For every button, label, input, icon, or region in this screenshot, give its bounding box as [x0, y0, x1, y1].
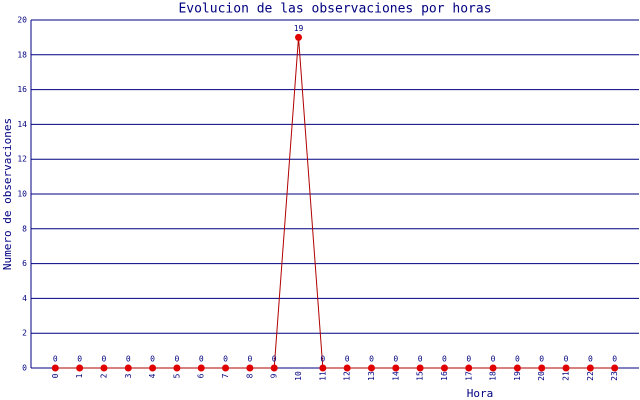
y-tick-label: 0 — [22, 364, 27, 373]
data-label: 0 — [515, 355, 520, 364]
marker — [270, 364, 278, 372]
marker — [295, 33, 303, 41]
marker — [197, 364, 205, 372]
x-tick-label: 14 — [391, 371, 400, 381]
data-label: 0 — [126, 355, 131, 364]
data-label: 0 — [175, 355, 180, 364]
data-label: 0 — [102, 355, 107, 364]
x-tick-label: 17 — [464, 371, 473, 381]
x-tick-label: 20 — [537, 371, 546, 381]
marker — [100, 364, 108, 372]
marker — [173, 364, 181, 372]
marker — [124, 364, 132, 372]
marker — [611, 364, 619, 372]
x-tick-label: 6 — [197, 373, 206, 378]
marker — [465, 364, 473, 372]
x-tick-label: 0 — [51, 373, 60, 378]
y-tick-label: 18 — [17, 50, 27, 59]
data-label: 0 — [150, 355, 155, 364]
marker — [319, 364, 327, 372]
data-label: 0 — [564, 355, 569, 364]
x-tick-label: 19 — [513, 371, 522, 381]
data-label: 0 — [393, 355, 398, 364]
x-tick-label: 3 — [124, 373, 133, 378]
data-label: 0 — [466, 355, 471, 364]
data-label: 0 — [369, 355, 374, 364]
y-tick-label: 6 — [22, 259, 27, 268]
data-label: 0 — [272, 355, 277, 364]
x-tick-label: 16 — [440, 371, 449, 381]
data-label: 0 — [345, 355, 350, 364]
x-tick-label: 2 — [99, 373, 108, 378]
data-label: 0 — [442, 355, 447, 364]
y-axis-label: Numero de observaciones — [1, 118, 14, 270]
x-tick-label: 13 — [367, 371, 376, 381]
marker — [51, 364, 59, 372]
data-label: 0 — [199, 355, 204, 364]
x-tick-label: 18 — [489, 371, 498, 381]
chart-title: Evolucion de las observaciones por horas — [178, 2, 491, 17]
x-tick-label: 15 — [416, 371, 425, 381]
marker — [489, 364, 497, 372]
marker — [538, 364, 546, 372]
marker — [586, 364, 594, 372]
x-tick-label: 23 — [610, 371, 619, 381]
data-label: 0 — [53, 355, 58, 364]
x-tick-label: 11 — [318, 371, 327, 381]
y-tick-label: 10 — [17, 190, 27, 199]
y-tick-label: 20 — [17, 16, 27, 25]
marker — [416, 364, 424, 372]
y-tick-label: 4 — [22, 294, 27, 303]
data-label: 0 — [612, 355, 617, 364]
x-axis-label: Hora — [467, 387, 494, 400]
x-tick-label: 22 — [586, 371, 595, 381]
x-tick-label: 21 — [562, 371, 571, 381]
data-label: 0 — [77, 355, 82, 364]
data-label: 0 — [320, 355, 325, 364]
marker — [222, 364, 230, 372]
x-tick-label: 5 — [172, 373, 181, 378]
y-tick-label: 14 — [17, 120, 27, 129]
marker — [562, 364, 570, 372]
y-tick-label: 16 — [17, 85, 27, 94]
x-tick-label: 7 — [221, 373, 230, 378]
x-tick-label: 12 — [343, 371, 352, 381]
line — [55, 37, 615, 369]
y-tick-label: 2 — [22, 329, 27, 338]
data-label: 0 — [247, 355, 252, 364]
marker — [367, 364, 375, 372]
marker — [343, 364, 351, 372]
data-label: 0 — [223, 355, 228, 364]
y-tick-label: 8 — [22, 224, 27, 233]
marker — [440, 364, 448, 372]
x-tick-label: 9 — [270, 373, 279, 378]
marker — [246, 364, 254, 372]
x-tick-label: 1 — [75, 373, 84, 378]
data-label: 0 — [491, 355, 496, 364]
marker — [149, 364, 157, 372]
y-tick-label: 12 — [17, 155, 27, 164]
data-label: 19 — [294, 24, 304, 33]
x-tick-label: 8 — [245, 373, 254, 378]
data-label: 0 — [418, 355, 423, 364]
x-tick-label: 10 — [294, 371, 303, 381]
marker — [513, 364, 521, 372]
marker — [76, 364, 84, 372]
data-label: 0 — [539, 355, 544, 364]
x-tick-label: 4 — [148, 373, 157, 378]
marker — [392, 364, 400, 372]
data-label: 0 — [588, 355, 593, 364]
